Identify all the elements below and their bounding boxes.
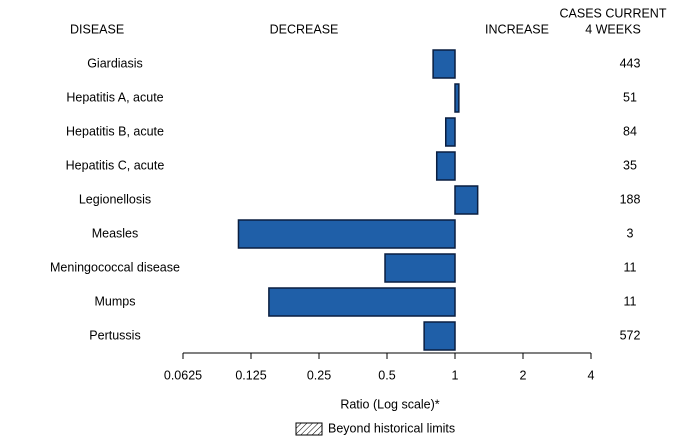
- bar: [268, 287, 456, 317]
- legend-label: Beyond historical limits: [328, 421, 455, 435]
- x-tick-label: 0.5: [378, 368, 395, 382]
- category-label: Pertussis: [89, 328, 140, 342]
- cases-value: 51: [623, 90, 637, 104]
- bar: [454, 83, 460, 113]
- category-label: Hepatitis C, acute: [66, 158, 165, 172]
- category-label: Measles: [92, 226, 139, 240]
- bar: [454, 185, 479, 215]
- x-tick-label: 0.0625: [164, 368, 202, 382]
- legend-swatch: [295, 422, 323, 436]
- cases-value: 11: [624, 260, 637, 274]
- cases-value: 84: [623, 124, 637, 138]
- bar: [423, 321, 456, 351]
- x-tick-label: 0.25: [307, 368, 331, 382]
- category-label: Giardiasis: [87, 56, 143, 70]
- category-label: Hepatitis B, acute: [66, 124, 164, 138]
- bar: [435, 151, 456, 181]
- bar: [237, 219, 456, 249]
- header-decrease: DECREASE: [270, 22, 339, 36]
- category-label: Mumps: [95, 294, 136, 308]
- x-tick-label: 2: [520, 368, 527, 382]
- category-label: Meningococcal disease: [50, 260, 180, 274]
- cases-value: 35: [623, 158, 637, 172]
- category-label: Hepatitis A, acute: [66, 90, 163, 104]
- header-cases: 4 WEEKS: [585, 22, 641, 36]
- bar: [384, 253, 456, 283]
- cases-value: 443: [620, 56, 641, 70]
- x-tick-label: 0.125: [235, 368, 266, 382]
- bar: [444, 117, 456, 147]
- x-axis-label: Ratio (Log scale)*: [340, 397, 439, 411]
- cases-value: 3: [627, 226, 634, 240]
- header-increase: INCREASE: [485, 22, 549, 36]
- bar: [432, 49, 456, 79]
- x-tick-label: 4: [588, 368, 595, 382]
- header-disease: DISEASE: [70, 22, 124, 36]
- cases-value: 188: [620, 192, 641, 206]
- category-label: Legionellosis: [79, 192, 151, 206]
- cases-value: 11: [624, 294, 637, 308]
- cases-value: 572: [620, 328, 641, 342]
- header-cases: CASES CURRENT: [560, 6, 667, 20]
- x-tick-label: 1: [452, 368, 459, 382]
